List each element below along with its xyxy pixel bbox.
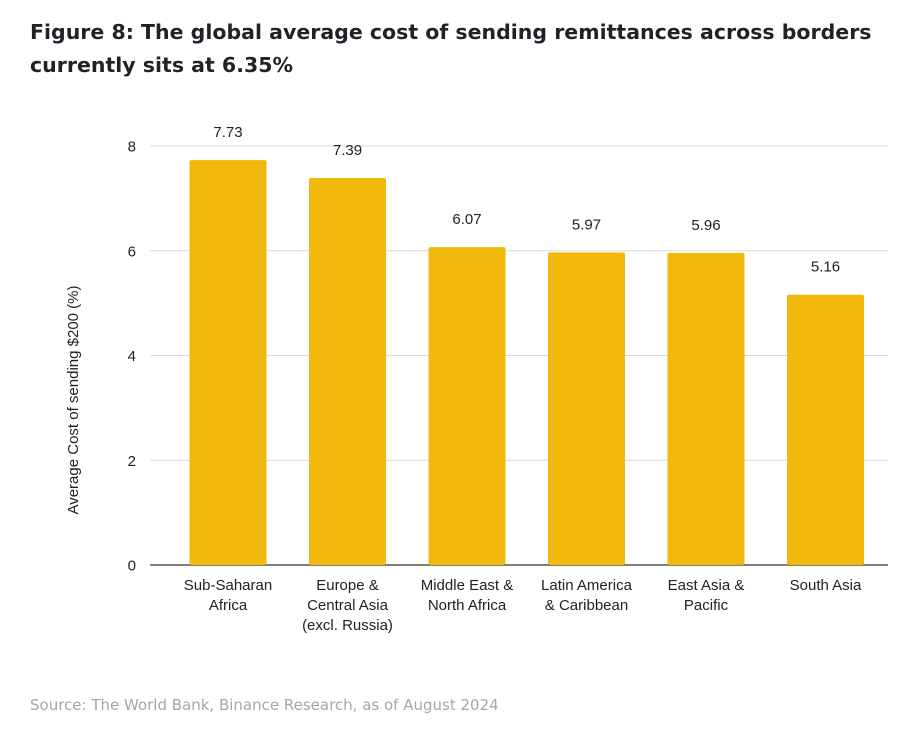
figure-title: Figure 8: The global average cost of sen… <box>30 20 872 77</box>
bar <box>667 252 745 565</box>
x-tick-label: South Asia <box>790 577 862 594</box>
bar <box>428 247 506 566</box>
y-tick-label: 8 <box>128 139 136 156</box>
source-note: Source: The World Bank, Binance Research… <box>30 696 499 714</box>
gridlines <box>150 145 888 566</box>
data-label: 5.97 <box>572 216 601 233</box>
bar <box>189 160 267 566</box>
bar <box>787 294 864 565</box>
bar <box>309 177 386 566</box>
data-label: 5.16 <box>811 259 840 276</box>
y-tick-label: 0 <box>128 558 136 575</box>
x-tick-label: Sub-Saharan Africa <box>184 577 272 614</box>
x-tick-label: Latin America & Caribbean <box>541 577 633 614</box>
labels: 0 2 4 6 8 7.73 Sub-Saharan Africa 7.39 Europe & Ce… <box>128 124 862 634</box>
data-label: 7.39 <box>333 142 362 159</box>
y-tick-label: 2 <box>128 453 136 470</box>
x-tick-label: Europe & Central Asia (excl. Russia) <box>302 577 393 634</box>
y-tick-label: 6 <box>128 243 136 260</box>
y-tick-label: 4 <box>128 348 136 365</box>
bars <box>189 160 864 566</box>
data-label: 6.07 <box>452 211 481 228</box>
x-tick-label: Middle East & North Africa <box>421 577 514 614</box>
data-label: 7.73 <box>213 124 242 141</box>
x-tick-label: East Asia & Pacific <box>668 577 745 614</box>
data-label: 5.96 <box>691 217 720 234</box>
bar <box>548 252 625 566</box>
y-axis-label: Average Cost of sending $200 (%) <box>65 285 82 514</box>
